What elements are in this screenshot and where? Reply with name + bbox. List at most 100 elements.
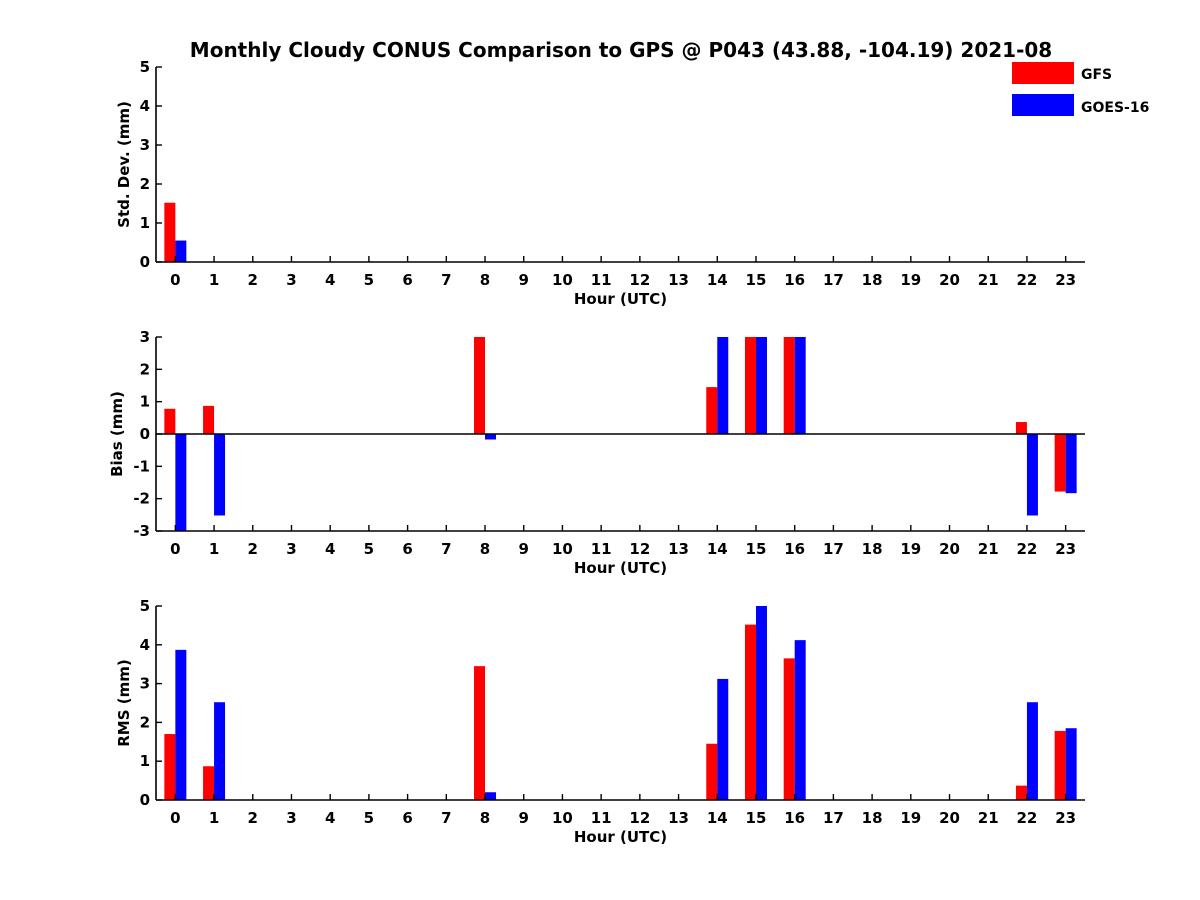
bar-goes-16-hour-22 <box>1026 434 1038 516</box>
x-tick-label: 16 <box>784 809 805 827</box>
bar-goes-16-hour-0 <box>175 649 187 800</box>
legend: GFS GOES-16 <box>1012 62 1149 116</box>
x-tick-label: 4 <box>325 540 335 558</box>
x-tick-label: 6 <box>402 809 412 827</box>
bar-goes-16-hour-15 <box>755 606 767 800</box>
y-tick-label: 1 <box>140 393 150 411</box>
x-tick-label: 19 <box>900 540 921 558</box>
x-tick-label: 13 <box>668 271 689 289</box>
x-tick-label: 2 <box>248 809 258 827</box>
x-tick-label: 5 <box>364 809 374 827</box>
x-tick-label: 10 <box>552 540 573 558</box>
x-tick-label: 17 <box>823 540 844 558</box>
bar-goes-16-hour-8 <box>485 434 497 440</box>
x-tick-label: 18 <box>862 271 883 289</box>
bar-gfs-hour-14 <box>706 387 718 434</box>
x-tick-label: 14 <box>707 271 728 289</box>
bar-goes-16-hour-14 <box>717 337 729 434</box>
bar-gfs-hour-16 <box>783 337 795 434</box>
x-tick-label: 2 <box>248 540 258 558</box>
bar-goes-16-hour-1 <box>214 702 226 800</box>
y-tick-label: 2 <box>140 360 150 378</box>
x-tick-label: 20 <box>939 271 960 289</box>
y-tick-label: 1 <box>140 752 150 770</box>
x-tick-label: 9 <box>519 271 529 289</box>
x-tick-label: 15 <box>746 540 767 558</box>
x-tick-label: 14 <box>707 540 728 558</box>
y-tick-label: 2 <box>140 175 150 193</box>
x-tick-label: 5 <box>364 540 374 558</box>
x-tick-label: 6 <box>402 271 412 289</box>
y-tick-label: 0 <box>140 791 150 809</box>
x-tick-label: 1 <box>209 809 219 827</box>
y-tick-label: 3 <box>140 136 150 154</box>
y-tick-label: 5 <box>140 58 150 76</box>
y-tick-label: -1 <box>133 457 150 475</box>
bar-goes-16-hour-15 <box>755 337 767 434</box>
x-tick-label: 13 <box>668 540 689 558</box>
bar-gfs-hour-8 <box>474 337 486 434</box>
chart-title: Monthly Cloudy CONUS Comparison to GPS @… <box>190 38 1052 62</box>
x-tick-label: 8 <box>480 809 490 827</box>
bar-gfs-hour-0 <box>164 734 176 800</box>
y-tick-label: 4 <box>140 636 150 654</box>
x-tick-label: 21 <box>978 540 999 558</box>
y-tick-label: -2 <box>133 490 150 508</box>
legend-swatch-gfs <box>1012 62 1074 84</box>
bar-goes-16-hour-23 <box>1065 434 1077 494</box>
bar-gfs-hour-0 <box>164 408 176 434</box>
y-tick-label: -3 <box>133 522 150 540</box>
x-tick-label: 5 <box>364 271 374 289</box>
bar-goes-16-hour-23 <box>1065 728 1077 800</box>
bar-gfs-hour-16 <box>783 658 795 800</box>
x-tick-label: 15 <box>746 271 767 289</box>
x-tick-label: 9 <box>519 540 529 558</box>
x-axis-label: Hour (UTC) <box>574 290 667 308</box>
bar-goes-16-hour-0 <box>175 434 187 531</box>
bar-goes-16-hour-1 <box>214 434 226 516</box>
x-tick-label: 11 <box>591 271 612 289</box>
bar-gfs-hour-22 <box>1015 785 1027 800</box>
bar-gfs-hour-23 <box>1054 434 1066 492</box>
x-tick-label: 6 <box>402 540 412 558</box>
x-tick-label: 18 <box>862 540 883 558</box>
x-tick-label: 3 <box>286 809 296 827</box>
x-tick-label: 11 <box>591 540 612 558</box>
bar-goes-16-hour-8 <box>485 792 497 800</box>
bar-gfs-hour-14 <box>706 743 718 800</box>
x-tick-label: 7 <box>441 809 451 827</box>
x-tick-label: 17 <box>823 809 844 827</box>
bar-gfs-hour-22 <box>1015 422 1027 434</box>
x-tick-label: 23 <box>1055 540 1076 558</box>
bar-goes-16-hour-16 <box>794 640 806 800</box>
x-tick-label: 3 <box>286 271 296 289</box>
x-tick-label: 4 <box>325 809 335 827</box>
y-tick-label: 1 <box>140 214 150 232</box>
x-tick-label: 10 <box>552 809 573 827</box>
x-tick-label: 12 <box>629 271 650 289</box>
x-tick-label: 0 <box>170 271 180 289</box>
y-axis-label: Bias (mm) <box>108 391 126 477</box>
bar-gfs-hour-8 <box>474 666 486 800</box>
x-tick-label: 22 <box>1017 809 1038 827</box>
x-tick-label: 22 <box>1017 271 1038 289</box>
x-tick-label: 21 <box>978 809 999 827</box>
x-tick-label: 7 <box>441 271 451 289</box>
x-tick-label: 0 <box>170 540 180 558</box>
x-tick-label: 2 <box>248 271 258 289</box>
x-tick-label: 12 <box>629 809 650 827</box>
x-tick-label: 19 <box>900 809 921 827</box>
x-tick-label: 16 <box>784 271 805 289</box>
x-tick-label: 20 <box>939 540 960 558</box>
x-tick-label: 9 <box>519 809 529 827</box>
y-tick-label: 3 <box>140 675 150 693</box>
x-tick-label: 7 <box>441 540 451 558</box>
x-tick-label: 20 <box>939 809 960 827</box>
y-tick-label: 3 <box>140 328 150 346</box>
x-tick-label: 13 <box>668 809 689 827</box>
x-tick-label: 23 <box>1055 271 1076 289</box>
x-tick-label: 1 <box>209 540 219 558</box>
